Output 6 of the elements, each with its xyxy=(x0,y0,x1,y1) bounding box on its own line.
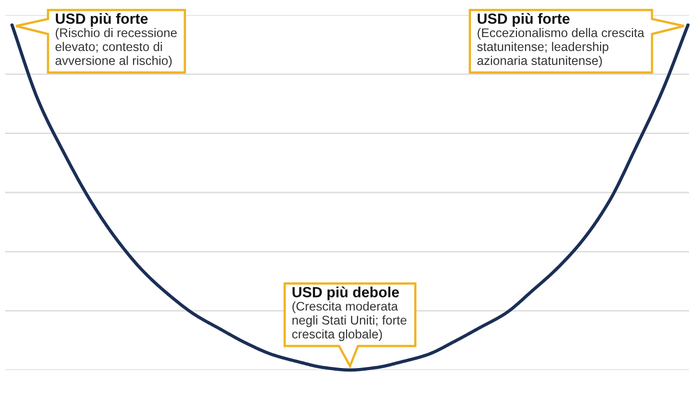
annotation: (Eccezionalismo della crescita statunitense; leadership azionaria statunitense) xyxy=(477,28,644,68)
annotation: USD più forte xyxy=(56,13,148,27)
annotation: (Crescita moderata negli Stati Uniti; forte crescita globale) xyxy=(292,302,406,341)
annotation: USD più debole xyxy=(292,286,399,300)
annotation: USD più forte xyxy=(478,13,570,27)
annotation: (Rischio di recessione elevato; contesto di avversione al rischio) xyxy=(56,28,177,68)
